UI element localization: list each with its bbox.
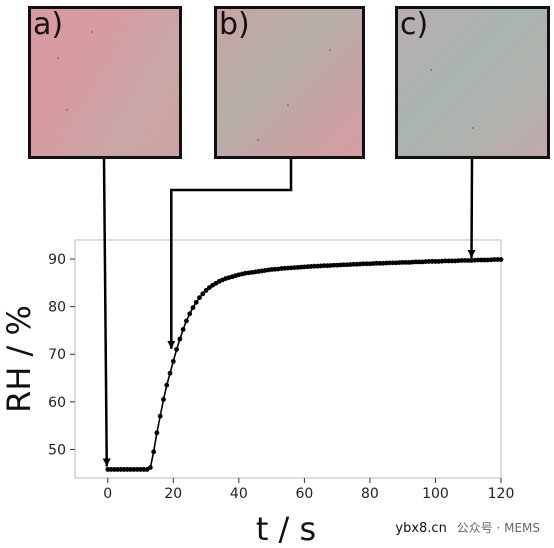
y-tick-label: 80 xyxy=(48,300,66,316)
data-point xyxy=(177,336,183,342)
series-line xyxy=(107,258,501,471)
data-point xyxy=(161,397,166,402)
speck xyxy=(257,139,259,141)
panel-label-c: c) xyxy=(400,7,429,42)
data-point xyxy=(151,449,157,455)
x-tick-label: 120 xyxy=(488,486,515,502)
data-point xyxy=(154,430,160,436)
data-point xyxy=(147,465,153,470)
watermark: ybx8.cn 公众号 · MEMS xyxy=(395,519,540,536)
photo-panel-a: a) xyxy=(28,6,182,159)
y-tick-label: 60 xyxy=(48,395,66,411)
panel-arrow xyxy=(102,158,111,467)
y-tick-label: 90 xyxy=(48,252,66,268)
data-point xyxy=(190,305,196,310)
speck xyxy=(329,49,331,51)
speck xyxy=(430,69,432,71)
y-tick-label: 50 xyxy=(48,442,66,458)
data-point xyxy=(180,327,186,332)
data-point xyxy=(197,295,202,300)
data-point xyxy=(498,257,504,262)
data-point xyxy=(193,299,199,305)
watermark-text: 公众号 · MEMS xyxy=(456,521,540,535)
watermark-domain: ybx8.cn xyxy=(395,521,447,536)
x-tick-label: 40 xyxy=(230,486,248,502)
data-point xyxy=(184,318,189,324)
panel-label-b: b) xyxy=(219,7,250,42)
x-tick-label: 80 xyxy=(361,486,379,502)
photo-panel-b: b) xyxy=(214,6,365,159)
speck xyxy=(91,31,93,33)
data-point xyxy=(170,358,176,364)
y-axis-label: RH / % xyxy=(0,305,38,413)
x-tick-label: 20 xyxy=(164,486,182,502)
photo-panel-c: c) xyxy=(395,6,550,159)
data-point xyxy=(200,291,206,297)
speck xyxy=(57,57,59,59)
data-point xyxy=(203,288,209,293)
data-point xyxy=(157,413,163,419)
panel-arrow xyxy=(167,159,293,349)
speck xyxy=(287,104,289,106)
data-point xyxy=(187,311,193,317)
x-tick-label: 100 xyxy=(422,486,449,502)
panel-label-a: a) xyxy=(33,7,64,42)
data-point xyxy=(167,370,173,376)
x-tick-label: 60 xyxy=(295,486,313,502)
x-tick-label: 0 xyxy=(103,486,112,502)
data-point xyxy=(174,347,179,352)
data-point xyxy=(164,382,170,388)
speck xyxy=(66,109,68,111)
x-axis-label: t / s xyxy=(256,510,316,548)
speck xyxy=(472,127,474,129)
plot-frame xyxy=(74,239,502,479)
y-tick-label: 70 xyxy=(48,347,66,363)
